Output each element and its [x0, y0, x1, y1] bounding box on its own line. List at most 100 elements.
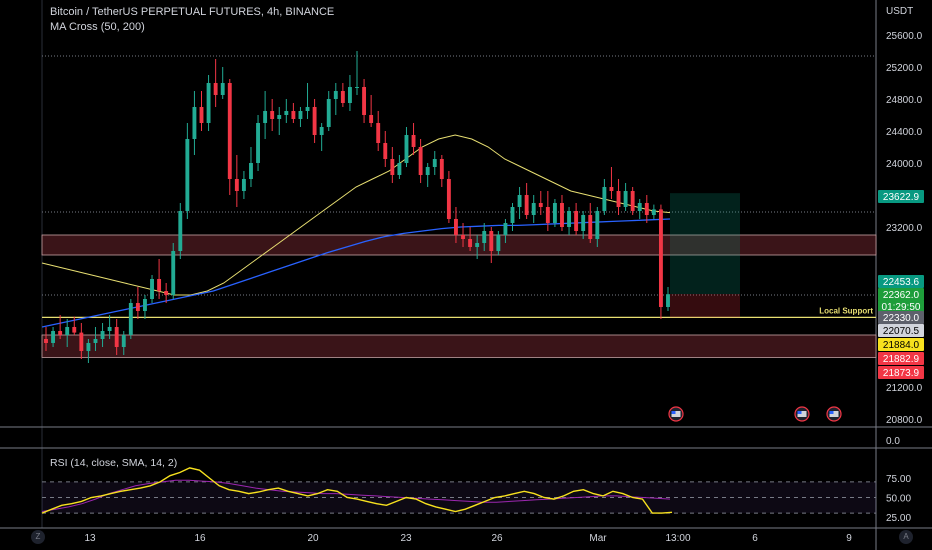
candle-body — [192, 107, 197, 139]
price-tick: 25600.0 — [886, 31, 923, 42]
candle-body — [581, 215, 586, 231]
candle-body — [510, 207, 515, 223]
time-axis[interactable]: 13 16 20 23 26 Mar 13:00 6 9 — [84, 533, 852, 544]
rsi-tick: 25.00 — [886, 513, 911, 524]
price-badge-bg — [878, 324, 924, 337]
position-tool[interactable] — [670, 193, 740, 318]
candle-body — [58, 331, 63, 335]
price-badge: 22330.0 — [878, 311, 924, 324]
candle-body — [51, 331, 56, 343]
candle-body — [666, 294, 670, 307]
candle-body — [560, 203, 564, 227]
price-tick: 24000.0 — [886, 159, 923, 170]
us-event-icon-current — [668, 406, 684, 422]
price-badge: 22453.6 — [878, 275, 924, 288]
candle-body — [630, 191, 635, 211]
candle-body — [454, 219, 458, 235]
price-badge-bg — [878, 275, 924, 288]
candle-body — [65, 327, 70, 335]
rsi-tick: 50.00 — [886, 494, 911, 505]
us-event-icon — [826, 406, 842, 422]
price-badge: 22362.0 — [878, 288, 924, 301]
economic-events[interactable] — [668, 406, 842, 422]
candle-body — [595, 211, 600, 239]
candle-body — [545, 207, 550, 223]
candle-body — [362, 87, 367, 115]
rsi-tick: 75.00 — [886, 474, 911, 485]
candle-body — [411, 135, 416, 147]
price-badge-bg — [878, 288, 924, 301]
candle-body — [114, 327, 119, 347]
candle-body — [79, 332, 84, 351]
price-badge-bg — [878, 311, 924, 324]
price-badge-text: 21884.0 — [883, 340, 920, 351]
rsi-ma-line — [41, 479, 671, 512]
candle-body — [376, 123, 381, 143]
candle-body — [164, 291, 169, 295]
candle-body — [340, 91, 345, 103]
price-badge-bg — [878, 352, 924, 365]
candle-body — [588, 215, 593, 239]
time-tick: Mar — [589, 533, 607, 544]
profit-zone — [670, 193, 740, 295]
price-badge-text: 22330.0 — [883, 313, 920, 324]
ma-cross-legend[interactable]: MA Cross (50, 200) — [50, 21, 145, 33]
candle-body — [333, 91, 338, 99]
price-badge-bg — [878, 190, 924, 203]
rsi-legend[interactable]: RSI (14, close, SMA, 14, 2) — [50, 457, 178, 469]
candle-body — [418, 147, 423, 175]
candle-body — [482, 231, 487, 243]
price-badge-text: 01:29:50 — [882, 302, 921, 313]
candle-body — [143, 299, 147, 311]
us-flag-icon — [671, 411, 681, 417]
zoom-button[interactable]: Z — [31, 530, 45, 544]
candle-body — [44, 339, 48, 343]
candle-body — [552, 203, 557, 223]
candle-body — [128, 303, 133, 335]
price-badge: 21882.9 — [878, 352, 924, 365]
rsi-line — [41, 467, 673, 514]
auto-scale-button[interactable]: A — [899, 530, 913, 544]
candle-body — [93, 339, 98, 343]
local-support-label: Local Support — [819, 306, 873, 315]
currency-label: USDT — [886, 6, 913, 17]
candlestick-series — [44, 51, 670, 363]
chart-title: Bitcoin / TetherUS PERPETUAL FUTURES, 4h… — [50, 6, 335, 18]
rsi-pane — [41, 467, 876, 514]
candle-body — [609, 187, 614, 191]
candle-body — [256, 123, 260, 163]
stop-zone — [670, 294, 740, 318]
candle-body — [121, 335, 126, 347]
candle-body — [658, 209, 663, 307]
price-badge-text: 21882.9 — [883, 354, 920, 365]
candle-body — [425, 167, 430, 175]
candle-body — [369, 115, 374, 123]
us-flag-icon — [797, 411, 802, 414]
candle-body — [150, 279, 154, 299]
candle-body — [616, 191, 621, 207]
candle-body — [72, 327, 77, 333]
us-flag-icon — [797, 411, 807, 417]
candle-body — [574, 211, 579, 231]
price-tick: 24400.0 — [886, 127, 923, 138]
price-tick: 23200.0 — [886, 223, 923, 234]
price-badge-bg — [878, 338, 924, 351]
price-axis[interactable]: USDT 25600.0 25200.0 24800.0 24400.0 24000.0 2… — [886, 6, 923, 524]
candle-body — [489, 231, 494, 251]
price-badge: 23622.9 — [878, 190, 924, 203]
resistance-zones: Local Support — [41, 234, 877, 358]
pane-scale-label: 0.0 — [886, 436, 900, 447]
candle-body — [86, 343, 91, 351]
candle-body — [213, 83, 218, 95]
candle-body — [178, 211, 183, 251]
candle-body — [319, 127, 324, 135]
candle-body — [468, 239, 473, 247]
price-badge-text: 23622.9 — [883, 192, 920, 203]
candle-body — [524, 195, 529, 215]
candle-body — [651, 209, 656, 215]
candle-body — [383, 143, 388, 159]
candle-body — [206, 83, 211, 123]
candle-body — [298, 111, 303, 119]
